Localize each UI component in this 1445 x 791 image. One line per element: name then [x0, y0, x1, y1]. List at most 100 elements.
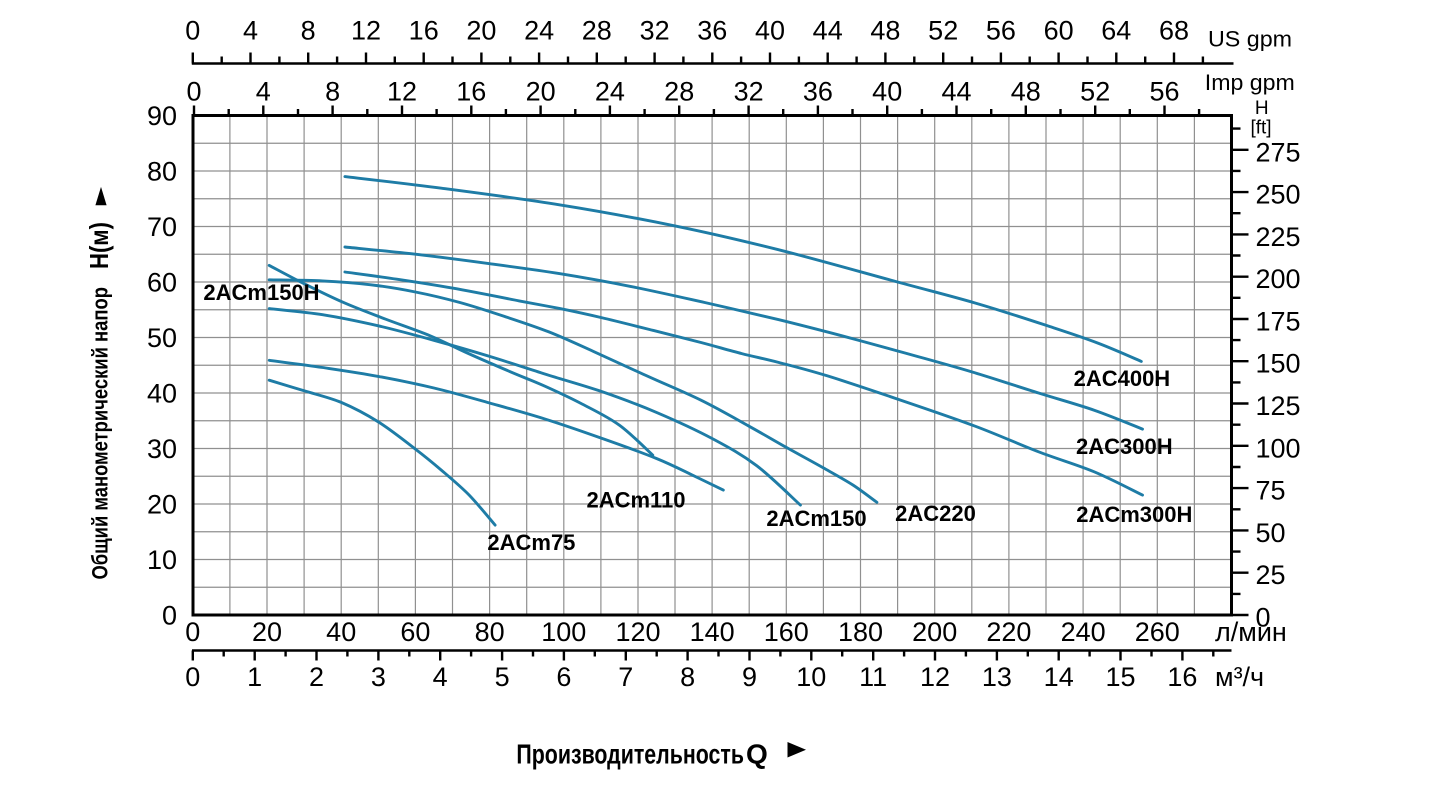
svg-text:2ACm150: 2ACm150	[766, 506, 866, 531]
svg-text:80: 80	[475, 617, 505, 647]
svg-text:0: 0	[186, 77, 201, 107]
svg-text:32: 32	[734, 77, 764, 107]
svg-text:м³/ч: м³/ч	[1215, 662, 1264, 692]
svg-text:28: 28	[582, 16, 612, 46]
svg-text:70: 70	[147, 212, 177, 242]
svg-text:68: 68	[1159, 16, 1189, 46]
svg-text:52: 52	[928, 16, 958, 46]
svg-text:Н(м): Н(м)	[84, 222, 114, 269]
svg-text:200: 200	[912, 617, 957, 647]
svg-text:90: 90	[147, 101, 177, 131]
svg-text:240: 240	[1061, 617, 1106, 647]
svg-text:Общий манометрический напор: Общий манометрический напор	[88, 287, 113, 580]
svg-text:20: 20	[252, 617, 282, 647]
svg-text:0: 0	[185, 16, 200, 46]
svg-text:15: 15	[1105, 662, 1135, 692]
svg-text:140: 140	[690, 617, 735, 647]
svg-text:1: 1	[247, 662, 262, 692]
svg-text:2ACm75: 2ACm75	[487, 530, 575, 555]
svg-text:175: 175	[1256, 307, 1301, 337]
svg-text:48: 48	[870, 16, 900, 46]
svg-text:10: 10	[796, 662, 826, 692]
svg-text:75: 75	[1256, 476, 1286, 506]
svg-text:32: 32	[640, 16, 670, 46]
svg-text:220: 220	[986, 617, 1031, 647]
svg-text:16: 16	[1167, 662, 1197, 692]
svg-text:120: 120	[615, 617, 660, 647]
svg-text:125: 125	[1256, 391, 1301, 421]
svg-text:44: 44	[941, 77, 971, 107]
svg-text:100: 100	[541, 617, 586, 647]
svg-text:6: 6	[556, 662, 571, 692]
svg-text:5: 5	[495, 662, 510, 692]
svg-text:225: 225	[1256, 222, 1301, 252]
svg-text:80: 80	[147, 157, 177, 187]
svg-text:0: 0	[185, 617, 200, 647]
svg-text:44: 44	[813, 16, 843, 46]
svg-text:40: 40	[872, 77, 902, 107]
svg-text:48: 48	[1011, 77, 1041, 107]
svg-text:150: 150	[1256, 349, 1301, 379]
svg-text:12: 12	[387, 77, 417, 107]
svg-text:14: 14	[1044, 662, 1074, 692]
svg-text:40: 40	[755, 16, 785, 46]
svg-text:2: 2	[309, 662, 324, 692]
svg-text:9: 9	[742, 662, 757, 692]
svg-text:0: 0	[1256, 603, 1271, 633]
svg-text:40: 40	[326, 617, 356, 647]
svg-text:л/мин: л/мин	[1215, 617, 1287, 647]
svg-text:Imp gpm: Imp gpm	[1205, 70, 1295, 95]
svg-text:Q: Q	[746, 739, 768, 770]
svg-text:4: 4	[256, 77, 271, 107]
svg-text:12: 12	[351, 16, 381, 46]
svg-text:36: 36	[697, 16, 727, 46]
svg-text:56: 56	[1149, 77, 1179, 107]
svg-text:36: 36	[803, 77, 833, 107]
svg-text:Производительность: Производительность	[516, 739, 744, 770]
svg-text:16: 16	[409, 16, 439, 46]
svg-text:20: 20	[526, 77, 556, 107]
svg-text:H: H	[1255, 98, 1269, 119]
svg-text:11: 11	[859, 662, 887, 692]
svg-text:2AC400H: 2AC400H	[1074, 366, 1171, 391]
svg-text:260: 260	[1135, 617, 1180, 647]
svg-text:2ACm150H: 2ACm150H	[203, 280, 319, 305]
svg-text:160: 160	[764, 617, 809, 647]
svg-text:20: 20	[466, 16, 496, 46]
svg-text:4: 4	[243, 16, 258, 46]
svg-text:12: 12	[920, 662, 950, 692]
svg-text:13: 13	[982, 662, 1012, 692]
svg-text:250: 250	[1256, 180, 1301, 210]
svg-text:4: 4	[433, 662, 448, 692]
svg-text:30: 30	[147, 434, 177, 464]
svg-text:2AC300H: 2AC300H	[1076, 434, 1173, 459]
svg-text:0: 0	[185, 662, 200, 692]
svg-text:US gpm: US gpm	[1208, 27, 1292, 52]
svg-text:200: 200	[1256, 264, 1301, 294]
svg-text:3: 3	[371, 662, 386, 692]
svg-text:25: 25	[1256, 560, 1286, 590]
svg-text:10: 10	[147, 545, 177, 575]
svg-text:8: 8	[325, 77, 340, 107]
svg-text:60: 60	[400, 617, 430, 647]
svg-text:24: 24	[524, 16, 554, 46]
svg-text:50: 50	[147, 323, 177, 353]
svg-text:52: 52	[1080, 77, 1110, 107]
svg-text:8: 8	[680, 662, 695, 692]
svg-text:24: 24	[595, 77, 625, 107]
svg-text:40: 40	[147, 379, 177, 409]
svg-text:28: 28	[664, 77, 694, 107]
svg-text:60: 60	[1044, 16, 1074, 46]
svg-text:20: 20	[147, 490, 177, 520]
svg-text:[ft]: [ft]	[1250, 118, 1271, 139]
svg-text:64: 64	[1101, 16, 1131, 46]
svg-text:2ACm110: 2ACm110	[586, 488, 685, 513]
svg-text:16: 16	[456, 77, 486, 107]
svg-text:0: 0	[162, 601, 177, 631]
svg-text:2ACm300H: 2ACm300H	[1076, 502, 1192, 527]
svg-text:100: 100	[1256, 433, 1301, 463]
svg-text:50: 50	[1256, 518, 1286, 548]
svg-text:56: 56	[986, 16, 1016, 46]
svg-text:2AC220: 2AC220	[895, 501, 976, 526]
svg-text:60: 60	[147, 268, 177, 298]
